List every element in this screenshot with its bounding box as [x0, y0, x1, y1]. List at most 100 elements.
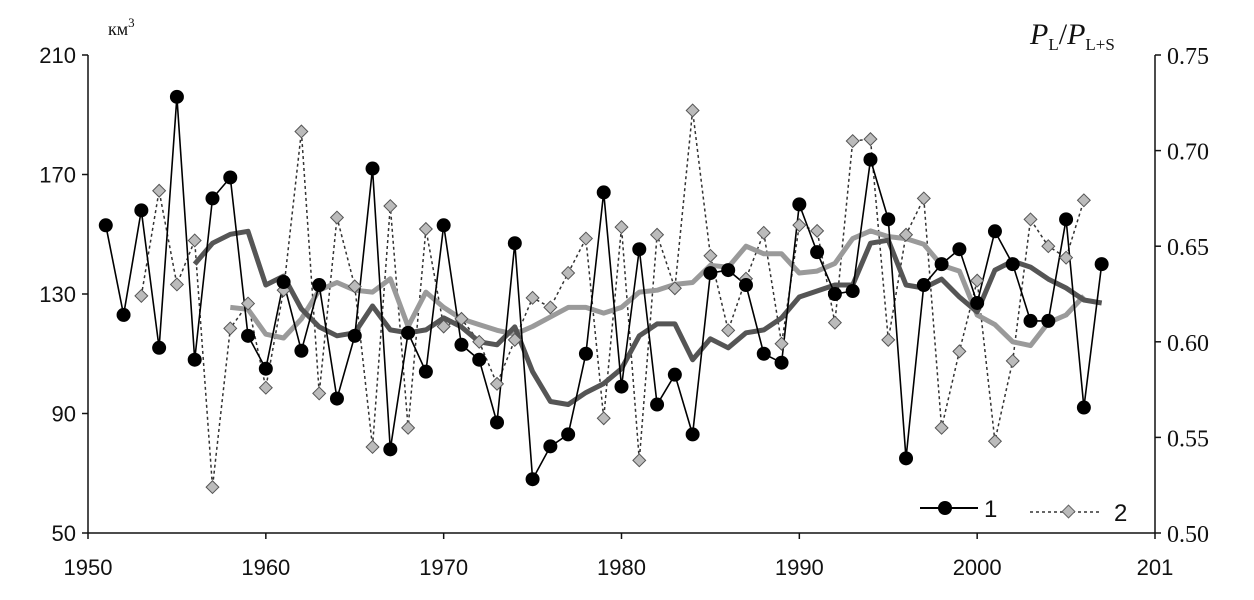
series-2-point [614, 220, 629, 235]
series-2-point [543, 300, 558, 315]
series-1-point [561, 427, 576, 442]
y-right-tick-label: 0.70 [1167, 140, 1209, 166]
series-2-point [401, 420, 416, 435]
series-1-point [899, 451, 914, 466]
series-2-point [205, 480, 220, 495]
series-2-point [329, 210, 345, 225]
series-2-point [187, 233, 202, 248]
series-1-point [756, 346, 771, 361]
series-2-point [792, 218, 807, 233]
y-right-tick-label: 0.65 [1167, 235, 1209, 261]
series-1-point [738, 278, 753, 293]
series-1-point [258, 361, 273, 376]
legend-marker-2 [1061, 504, 1076, 519]
y-right-tick-label: 0.55 [1167, 426, 1209, 452]
x-tick-label: 201 [1137, 555, 1174, 580]
series-2-point [667, 281, 682, 296]
series-1-point [98, 218, 113, 233]
series-2-point [418, 221, 433, 237]
series-2-point [596, 411, 611, 426]
series-1-point [134, 203, 149, 218]
series-1-point [436, 218, 451, 233]
series-2-point [489, 376, 505, 391]
series-1-point [152, 340, 167, 355]
series-2-point [952, 344, 967, 359]
series-2-point [756, 225, 771, 240]
series-2-point [1023, 212, 1038, 227]
series-1-point [205, 191, 220, 206]
series-1-point [632, 242, 647, 257]
series-1-point [418, 364, 433, 379]
series-2-point [472, 334, 487, 349]
series-2-point [365, 439, 380, 455]
series-2-point [774, 336, 789, 351]
series-2-point [845, 133, 860, 149]
series-1-point [525, 472, 540, 487]
y-left-tick-label: 130 [39, 282, 76, 307]
series-1-point [543, 439, 558, 454]
series-2-point [632, 453, 647, 468]
series-1-point [241, 328, 256, 343]
right-axis-title: PL/PL+S [1029, 18, 1115, 54]
y-left-tick-label: 170 [39, 163, 76, 188]
series-1-point [1023, 313, 1038, 328]
legend-marker-1 [938, 501, 952, 515]
x-tick-label: 1990 [775, 555, 824, 580]
series-1-point [987, 224, 1002, 239]
series-1-point [810, 245, 825, 260]
series-2-point [881, 332, 896, 347]
y-right-tick-label: 0.50 [1167, 522, 1209, 548]
series-2-point [810, 223, 825, 238]
series-1-point [703, 266, 718, 281]
series-layer [98, 89, 1109, 495]
series-1-point [827, 287, 842, 301]
series-1-point [863, 152, 878, 167]
series-2-point [312, 386, 327, 401]
series-2-point [916, 191, 931, 206]
series-2-point [258, 380, 273, 395]
series-1-point [614, 379, 629, 394]
series-1-point [454, 337, 469, 352]
y-left-tick-label: 210 [39, 43, 76, 68]
series-2-point [970, 273, 985, 288]
series-2-point [525, 290, 540, 305]
series-2-point [294, 124, 309, 139]
series-1-point [169, 89, 184, 104]
series-1-point [596, 185, 611, 200]
series-1-point [721, 263, 736, 278]
series-2-point [987, 434, 1003, 449]
series-1-point [472, 352, 487, 367]
series-1-point [578, 346, 593, 361]
series-1-point [365, 161, 380, 176]
series-2-point [1059, 250, 1074, 265]
series-1-point [490, 415, 505, 430]
series-1-point [792, 197, 807, 212]
series-1-point [507, 236, 522, 251]
legend-label-2: 2 [1114, 500, 1127, 527]
series-2-point [383, 198, 398, 214]
series-2-point [898, 227, 914, 242]
series-2-point [827, 315, 842, 330]
series-1-point [294, 343, 309, 358]
series-1-point [329, 391, 344, 406]
series-2-point [703, 248, 718, 263]
series-2-point [863, 132, 878, 147]
legend-label-1: 1 [984, 496, 997, 523]
series-1-point [1094, 257, 1109, 272]
series-1-point [774, 355, 789, 370]
series-1-point [401, 325, 416, 340]
series-2-point [685, 103, 700, 118]
left-axis-unit: км3 [108, 15, 135, 39]
series-1-point [223, 170, 238, 185]
series-2-point [1076, 193, 1091, 208]
series-2-point [152, 183, 167, 198]
series-1-point [667, 367, 682, 382]
series-2-line [140, 110, 1085, 488]
y-left-tick-label: 50 [52, 521, 76, 546]
series-1-point [685, 427, 700, 442]
axes-group [87, 55, 1156, 534]
series-2-point [561, 265, 576, 281]
series-1-point [881, 212, 896, 227]
x-tick-label: 2000 [953, 555, 1002, 580]
series-2-point [649, 227, 665, 242]
